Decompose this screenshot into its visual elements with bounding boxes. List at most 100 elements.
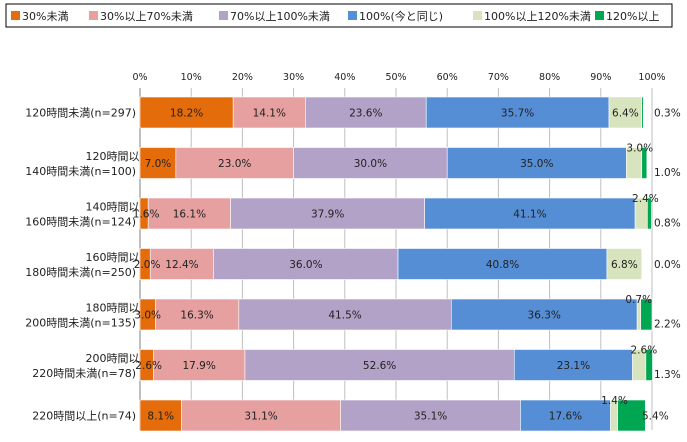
data-label: 1.6% bbox=[133, 209, 160, 221]
legend: 30%未満 30%以上70%未満 70%以上100%未満 100%(今と同じ) 100%… bbox=[5, 3, 673, 28]
bar-segment bbox=[641, 96, 644, 129]
bar-segment bbox=[181, 399, 342, 432]
x-tick-label: 40% bbox=[334, 72, 355, 83]
data-label: 17.6% bbox=[549, 411, 582, 423]
legend-label: 30%未満 bbox=[22, 10, 68, 23]
data-label: 41.5% bbox=[328, 310, 361, 322]
legend-swatch bbox=[219, 11, 228, 20]
x-tick-label: 60% bbox=[437, 72, 458, 83]
x-tick-label: 30% bbox=[283, 72, 304, 83]
data-label: 18.2% bbox=[170, 108, 203, 120]
legend-swatch bbox=[595, 11, 604, 20]
data-label: 2.6% bbox=[631, 345, 658, 357]
data-label: 0.3% bbox=[654, 108, 681, 120]
bar-segment bbox=[450, 298, 638, 331]
legend-swatch bbox=[89, 11, 98, 20]
bar-segment bbox=[149, 248, 215, 280]
bar-segment bbox=[645, 349, 653, 381]
category-label: 220時間以上(n=74) bbox=[32, 410, 136, 423]
data-label: 36.3% bbox=[528, 310, 561, 322]
data-label: 23.6% bbox=[349, 108, 382, 120]
data-label: 23.1% bbox=[557, 360, 590, 372]
bar-segment bbox=[139, 147, 177, 179]
bar-segments bbox=[139, 96, 653, 432]
bar-segment bbox=[520, 399, 611, 432]
x-tick-label: 70% bbox=[488, 72, 509, 83]
x-tick-label: 50% bbox=[385, 72, 406, 83]
x-axis-ticks: 0% 10% 20% 30% 40% 50% 60% 70% 80% 90% 100% bbox=[132, 72, 665, 83]
data-label: 37.9% bbox=[311, 209, 344, 221]
data-label: 1.4% bbox=[601, 395, 628, 407]
data-label: 12.4% bbox=[165, 259, 198, 271]
data-label: 2.2% bbox=[654, 319, 681, 331]
category-label: 180時間以上 200時間未満(n=135) bbox=[25, 302, 150, 330]
bar-segment bbox=[244, 349, 515, 381]
data-label: 3.0% bbox=[134, 310, 161, 322]
data-label: 0.8% bbox=[654, 218, 681, 230]
bar-segment bbox=[397, 248, 608, 280]
legend-label: 120%以上 bbox=[606, 10, 659, 23]
legend-swatch bbox=[473, 11, 482, 20]
bar-segment bbox=[230, 197, 425, 230]
data-label: 35.0% bbox=[520, 158, 553, 170]
data-label: 31.1% bbox=[244, 411, 277, 423]
data-label: 14.1% bbox=[253, 108, 286, 120]
bar-segment bbox=[340, 399, 521, 432]
data-label: 6.8% bbox=[611, 259, 638, 271]
data-label: 52.6% bbox=[363, 360, 396, 372]
bar-segment bbox=[617, 399, 646, 432]
legend-label: 30%以上70%未満 bbox=[100, 10, 193, 23]
bar-segment bbox=[647, 197, 652, 230]
bar-segment bbox=[175, 147, 294, 179]
legend-box bbox=[5, 3, 673, 28]
data-label: 36.0% bbox=[289, 259, 322, 271]
bar-segment bbox=[425, 96, 610, 129]
x-tick-label: 80% bbox=[539, 72, 560, 83]
data-label: 17.9% bbox=[182, 360, 215, 372]
data-label: 16.1% bbox=[173, 209, 206, 221]
legend-label: 100%(今と同じ) bbox=[359, 9, 443, 23]
category-labels: 120時間未満(n=297) 120時間以上 140時間未満(n=100) 140時間… bbox=[25, 107, 150, 423]
bar-segment bbox=[608, 96, 643, 129]
x-tick-label: 20% bbox=[232, 72, 253, 83]
data-label: 5.4% bbox=[642, 411, 669, 423]
data-label: 35.1% bbox=[414, 411, 447, 423]
category-label: 120時間以上 140時間未満(n=100) bbox=[25, 150, 150, 178]
data-label: 7.0% bbox=[145, 158, 172, 170]
data-labels: 18.2% 14.1% 23.6% 35.7% 6.4% 0.3% 7.0% 23.0% 30.… bbox=[133, 108, 681, 423]
bar-segment bbox=[153, 349, 246, 381]
bar-segment bbox=[213, 248, 399, 280]
data-label: 6.4% bbox=[612, 108, 639, 120]
category-label: 140時間以上 160時間未満(n=124) bbox=[25, 201, 150, 229]
data-label: 23.0% bbox=[218, 158, 251, 170]
data-label: 30.0% bbox=[354, 158, 387, 170]
legend-label: 100%以上120%未満 bbox=[484, 10, 591, 23]
category-label: 160時間以上 180時間未満(n=250) bbox=[25, 251, 150, 279]
bar-segment bbox=[147, 197, 231, 230]
x-tick-label: 100% bbox=[638, 72, 665, 83]
bar-segment bbox=[139, 96, 234, 129]
bar-segment bbox=[641, 147, 648, 179]
data-label: 40.8% bbox=[486, 259, 519, 271]
bar-segment bbox=[606, 248, 643, 280]
data-label: 35.7% bbox=[501, 108, 534, 120]
bar-segment bbox=[155, 298, 240, 331]
bar-segment bbox=[305, 96, 427, 129]
data-label: 8.1% bbox=[147, 411, 174, 423]
x-tick-label: 0% bbox=[132, 72, 147, 83]
data-label: 2.4% bbox=[632, 193, 659, 205]
data-label: 1.0% bbox=[654, 167, 681, 179]
bar-segment bbox=[513, 349, 633, 381]
legend-label: 70%以上100%未満 bbox=[230, 10, 330, 23]
data-label: 0.7% bbox=[625, 294, 652, 306]
category-label: 200時間以上 220時間未満(n=78) bbox=[32, 352, 150, 380]
x-tick-label: 90% bbox=[590, 72, 611, 83]
category-label: 120時間未満(n=297) bbox=[25, 107, 136, 120]
data-label: 3.0% bbox=[626, 143, 653, 155]
data-label: 2.0% bbox=[134, 259, 161, 271]
bar-segment bbox=[424, 197, 636, 230]
data-label: 41.1% bbox=[513, 209, 546, 221]
legend-swatch bbox=[11, 11, 20, 20]
bar-segment bbox=[446, 147, 627, 179]
